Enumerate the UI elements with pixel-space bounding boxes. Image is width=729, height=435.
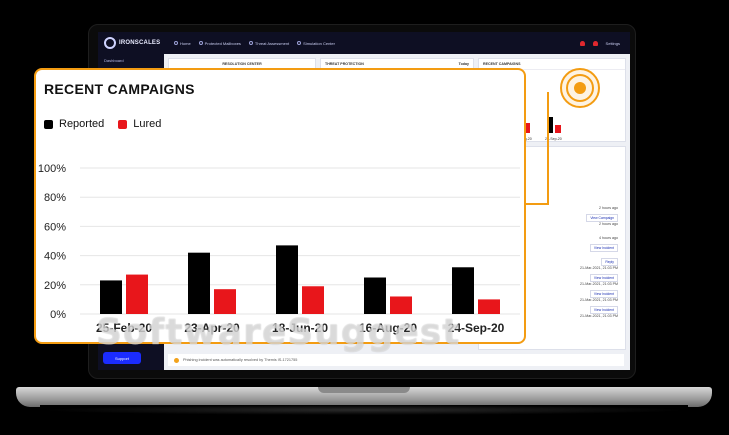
header-actions: Settings	[579, 40, 620, 46]
bar-lured	[214, 289, 236, 314]
info-icon	[174, 357, 179, 363]
y-tick-label: 80%	[44, 192, 66, 204]
legend-swatch-lured	[118, 119, 128, 129]
sidebar-item-dashboard[interactable]: Dashboard	[104, 58, 124, 63]
feed-action-button[interactable]: View Incident	[589, 290, 618, 298]
y-tick-label: 20%	[44, 280, 66, 292]
bar-lured	[390, 296, 412, 314]
feed-action-button[interactable]: View Campaign	[586, 214, 618, 222]
feed-action-button[interactable]: Reply	[601, 258, 618, 266]
feed-timestamp: 21-Mar-2021, 21:03 PM	[580, 282, 618, 286]
bar-lured	[126, 274, 148, 314]
pulse-dot	[574, 82, 586, 94]
feed-timestamp: 2 hours ago	[599, 222, 618, 226]
notification-bell-icon[interactable]	[579, 40, 585, 46]
bar-lured	[302, 286, 324, 314]
card-title: RECENT CAMPAIGNS	[44, 81, 195, 97]
feed-timestamp: 4 hours ago	[599, 236, 618, 240]
feed-timestamp: 21-Mar-2021, 21:03 PM	[580, 314, 618, 318]
nav-label: Home	[180, 40, 191, 46]
y-tick-label: 0%	[50, 309, 66, 321]
support-button[interactable]: Support	[103, 352, 141, 364]
bar-reported	[188, 252, 210, 314]
x-tick-label: 25-Feb-20	[96, 321, 152, 335]
mini-tick-label: 24-Sep-20	[545, 137, 562, 141]
bar-reported	[276, 245, 298, 314]
recent-campaigns-card: RECENT CAMPAIGNS Reported Lured 0% 20% 40%…	[34, 68, 526, 344]
nav-protected-mailboxes[interactable]: Protected Mailboxes	[198, 40, 241, 46]
nav-label: Protected Mailboxes	[204, 40, 241, 46]
legend-label-reported: Reported	[59, 118, 105, 130]
nav-home[interactable]: Home	[174, 41, 191, 46]
panel-title-text: THREAT PROTECTION	[325, 62, 364, 66]
alert-bell-icon[interactable]	[592, 40, 598, 46]
x-tick-label: 16-Aug-20	[359, 321, 417, 335]
watermark-suffix: .com	[563, 336, 601, 352]
threat-icon	[248, 41, 253, 45]
bar-reported	[100, 280, 122, 314]
app-header: IRONSCALES Home Protected Mailboxes Thre…	[98, 32, 630, 54]
legend-label-lured: Lured	[133, 118, 162, 130]
callout-connector	[524, 203, 548, 205]
feed-timestamp: 21-Mar-2021, 21:03 PM	[580, 266, 618, 270]
logo-text: IRONSCALES	[119, 40, 161, 46]
bar-lured	[478, 299, 500, 314]
time-filter-dropdown[interactable]: Today	[458, 62, 469, 66]
y-tick-label: 100%	[38, 163, 66, 175]
feed-action-button[interactable]: View Incident	[589, 306, 618, 314]
legend-swatch-reported	[44, 119, 53, 129]
mailbox-icon	[198, 41, 203, 45]
y-tick-label: 60%	[44, 221, 66, 233]
home-icon	[174, 41, 178, 45]
laptop-shadow	[40, 405, 688, 415]
x-tick-label: 18-Jun-20	[272, 321, 328, 335]
notification-text: Phishing incident was automatically reso…	[183, 358, 298, 362]
x-tick-label: 23-Apr-20	[184, 321, 240, 335]
callout-connector	[547, 92, 549, 205]
simulation-icon	[297, 41, 302, 45]
campaign-bar-chart: 0% 20% 40% 60% 80% 100% 25-Feb-20 23-Apr-20 18-J…	[38, 163, 520, 335]
mini-bar-reported	[547, 117, 553, 133]
feed-action-button[interactable]: View Incident	[589, 274, 618, 282]
y-tick-label: 40%	[44, 251, 66, 263]
bar-reported	[364, 277, 386, 314]
mini-bar-lured	[524, 123, 530, 133]
pulse-ring-inner	[566, 74, 594, 102]
logo[interactable]: IRONSCALES	[104, 37, 162, 49]
bar-reported	[452, 267, 474, 314]
panel-title: RECENT CAMPAIGNS	[479, 59, 625, 70]
nav-simulation-center[interactable]: Simulation Center	[297, 41, 335, 46]
top-nav: Home Protected Mailboxes Threat Assessme…	[174, 41, 335, 46]
x-tick-label: 24-Sep-20	[448, 321, 505, 335]
settings-link[interactable]: Settings	[605, 40, 620, 46]
nav-threat-assessment[interactable]: Threat Assessment	[248, 40, 290, 46]
laptop-base	[16, 387, 712, 407]
feed-timestamp: 2 hours ago	[599, 206, 618, 210]
laptop-notch	[318, 387, 410, 393]
feed-timestamp: 21-Mar-2021, 21:03 PM	[580, 298, 618, 302]
nav-label: Simulation Center	[303, 40, 335, 46]
shield-logo-icon	[104, 37, 116, 49]
mini-bar-lured	[555, 125, 561, 133]
notification-strip: Phishing incident was automatically reso…	[168, 354, 624, 366]
nav-label: Threat Assessment	[254, 40, 290, 46]
chart-legend: Reported Lured	[44, 118, 161, 130]
watermark: SoftwareSuggest	[96, 312, 461, 353]
feed-action-button[interactable]: View Incident	[589, 244, 618, 252]
